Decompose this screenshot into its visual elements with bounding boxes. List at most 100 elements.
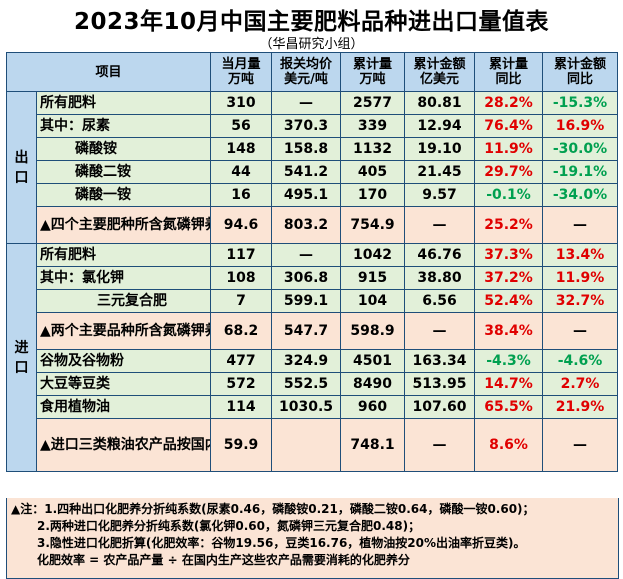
table-cell: 52.4% — [474, 289, 544, 313]
table-cell: 915 — [340, 266, 406, 290]
header-month-qty: 当月量 万吨 — [210, 52, 273, 92]
row-label: 磷酸二铵 — [35, 160, 212, 184]
table-cell: 960 — [340, 395, 406, 419]
table-cell: 370.3 — [271, 114, 342, 138]
note-1: ▲注：1.四种出口化肥养分折纯系数(尿素0.46，磷酸铵0.21，磷酸二铵0.6… — [11, 502, 535, 516]
header-item: 项目 — [5, 52, 212, 92]
table-cell: 108 — [210, 266, 273, 290]
table-cell: — — [542, 206, 619, 244]
note-2: 2.两种进口化肥养分折纯系数(氯化钾0.60，氮磷钾三元复合肥0.48)； — [37, 519, 421, 533]
table-cell: -4.3% — [474, 349, 544, 373]
header-cum-amount: 累计金额 亿美元 — [404, 52, 476, 92]
table-cell: 29.7% — [474, 160, 544, 184]
table-cell: 80.81 — [404, 91, 476, 115]
table-cell: 306.8 — [271, 266, 342, 290]
table-cell: 8.6% — [474, 418, 544, 472]
table-cell: 76.4% — [474, 114, 544, 138]
row-label: 磷酸一铵 — [35, 183, 212, 207]
table-cell — [271, 418, 342, 472]
row-label: 大豆等豆类 — [35, 372, 212, 396]
table-cell: -4.6% — [542, 349, 619, 373]
table-cell: 11.9% — [542, 266, 619, 290]
table-cell: 28.2% — [474, 91, 544, 115]
table-cell: -30.0% — [542, 137, 619, 161]
row-label: ▲两个主要品种所含氮磷钾养分(折纯) — [35, 312, 212, 350]
table-cell: 94.6 — [210, 206, 273, 244]
row-label: ▲进口三类粮油农产品按国内化肥效率折算隐性进口养分(折纯) — [35, 418, 212, 472]
table-cell: 1132 — [340, 137, 406, 161]
table-cell: 11.9% — [474, 137, 544, 161]
table-cell: 547.7 — [271, 312, 342, 350]
table-row: 进口所有肥料 117—1042 46.76 37.3% 13.4% — [6, 243, 619, 472]
table-cell: 1030.5 — [271, 395, 342, 419]
table-cell: 117 — [210, 243, 273, 267]
table-cell: 324.9 — [271, 349, 342, 373]
table-cell: 16 — [210, 183, 273, 207]
table-cell: 599.1 — [271, 289, 342, 313]
table-row: 其中：尿素 56 370.3 339 12.94 76.4% 16.9% — [7, 114, 619, 138]
table-cell: 37.2% — [474, 266, 544, 290]
table-row: 磷酸一铵 16 495.1 170 9.57 -0.1% -34.0% — [7, 183, 619, 207]
table-cell: 1042 — [340, 243, 406, 267]
table-cell: 9.57 — [404, 183, 476, 207]
export-label-side-label: 出口 — [6, 91, 37, 244]
table-cell: -0.1% — [474, 183, 544, 207]
row-label: 食用植物油 — [35, 395, 212, 419]
table-cell: 477 — [210, 349, 273, 373]
table-cell: — — [404, 206, 476, 244]
row-label: 磷酸铵 — [35, 137, 212, 161]
table-cell: 68.2 — [210, 312, 273, 350]
table-cell: 2577 — [340, 91, 406, 115]
row-label: 三元复合肥 — [35, 289, 212, 313]
table-cell: 37.3% — [474, 243, 544, 267]
row-label: 所有肥料 — [35, 243, 212, 267]
notes-box: ▲注：1.四种出口化肥养分折纯系数(尿素0.46，磷酸铵0.21，磷酸二铵0.6… — [6, 498, 619, 579]
table-cell: — — [404, 418, 476, 472]
table-row: 磷酸二铵 44 541.2 405 21.45 29.7% -19.1% — [7, 160, 619, 184]
table-cell: 7 — [210, 289, 273, 313]
table-cell: -19.1% — [542, 160, 619, 184]
table-cell: 38.4% — [474, 312, 544, 350]
table-row: 大豆等豆类 572 552.5 8490 513.95 14.7% 2.7% — [7, 372, 619, 396]
table-cell: 32.7% — [542, 289, 619, 313]
table-cell: 6.56 — [404, 289, 476, 313]
table-cell: 56 — [210, 114, 273, 138]
table-cell: 158.8 — [271, 137, 342, 161]
table-cell: -15.3% — [542, 91, 619, 115]
table-cell: 14.7% — [474, 372, 544, 396]
table-row: 磷酸铵 148 158.8 1132 19.10 11.9% -30.0% — [7, 137, 619, 161]
row-label: 谷物及谷物粉 — [35, 349, 212, 373]
table-cell: 114 — [210, 395, 273, 419]
table-cell: 310 — [210, 91, 273, 115]
table-cell: — — [271, 91, 342, 115]
table-cell: 148 — [210, 137, 273, 161]
table-cell: 44 — [210, 160, 273, 184]
page-subtitle: （华昌研究小组） — [259, 37, 364, 52]
data-table: 项目 当月量 万吨 报关均价 美元/吨 累计量 万吨 累计金额 亿美元 累计量 同比 累计… — [5, 52, 619, 472]
table-cell: 104 — [340, 289, 406, 313]
note-3: 3.隐性进口化肥折算(化肥效率：谷物19.56，豆类16.76，植物油按20%出… — [37, 536, 526, 550]
table-row: 食用植物油 114 1030.5 960 107.60 65.5% 21.9% — [7, 395, 619, 419]
table-cell: — — [542, 418, 619, 472]
table-cell: 4501 — [340, 349, 406, 373]
table-cell: 25.2% — [474, 206, 544, 244]
table-cell: 163.34 — [404, 349, 476, 373]
row-label: 其中：氯化钾 — [35, 266, 212, 290]
import-label-side-label: 进口 — [6, 243, 37, 472]
table-cell: 754.9 — [340, 206, 406, 244]
table-cell: 59.9 — [210, 418, 273, 472]
table-cell: 803.2 — [271, 206, 342, 244]
table-cell: 38.80 — [404, 266, 476, 290]
table-cell: -34.0% — [542, 183, 619, 207]
table-cell: 572 — [210, 372, 273, 396]
header-row: 项目 当月量 万吨 报关均价 美元/吨 累计量 万吨 累计金额 亿美元 累计量 同比 累计… — [5, 52, 619, 92]
row-label: 所有肥料 — [35, 91, 212, 115]
header-amount-yoy: 累计金额 同比 — [542, 52, 619, 92]
table-cell: 21.45 — [404, 160, 476, 184]
table-cell: 748.1 — [340, 418, 406, 472]
table-cell: 2.7% — [542, 372, 619, 396]
row-label: 其中：尿素 — [35, 114, 212, 138]
table-row: ▲进口三类粮油农产品按国内化肥效率折算隐性进口养分(折纯)59.9748.1—8… — [7, 418, 619, 472]
table-cell: 13.4% — [542, 243, 619, 267]
